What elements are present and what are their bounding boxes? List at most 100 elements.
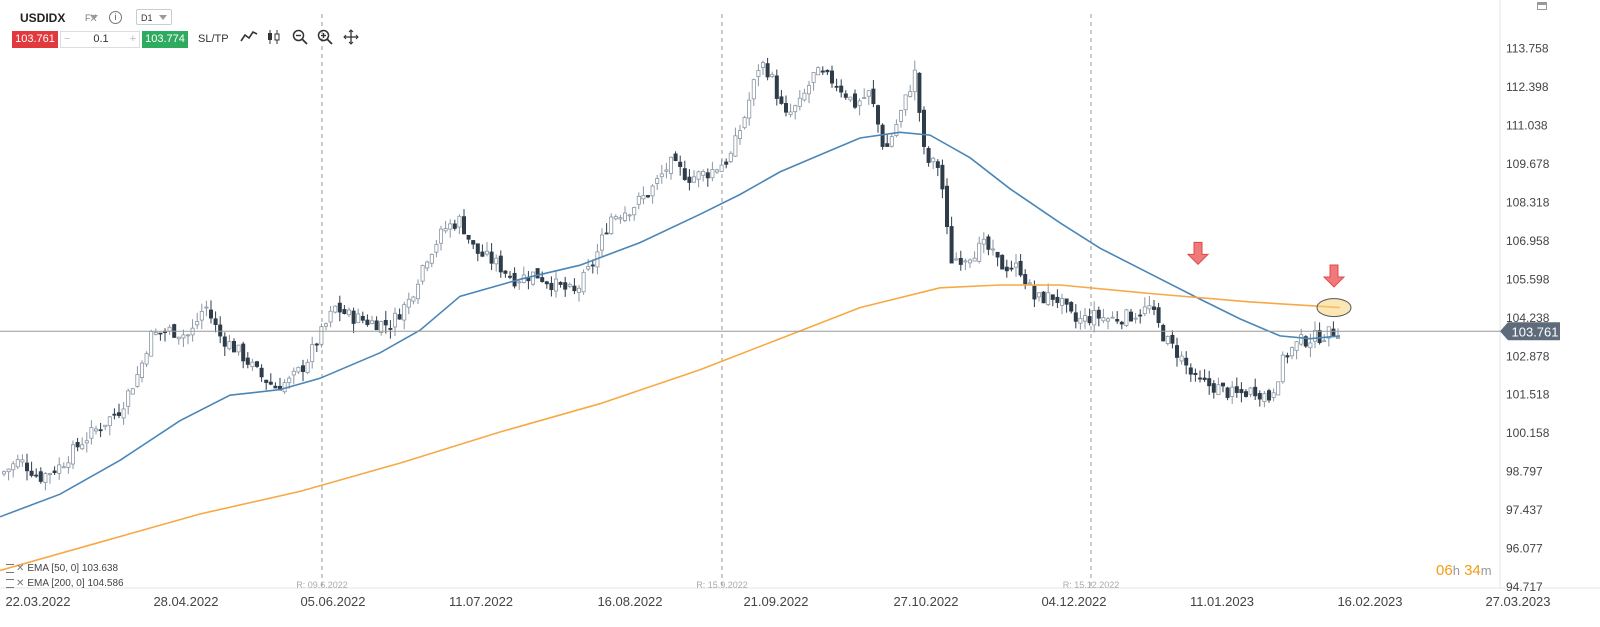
indicator-settings-icon[interactable] [6,563,14,573]
candle-body [218,324,223,337]
candle-body [517,281,522,284]
candle-body [1078,317,1083,324]
candle-body [254,361,259,367]
candle-body [6,468,11,473]
session-label: R: 09.6.2022 [296,580,348,590]
x-tick-label: 22.03.2022 [5,594,70,609]
candle-body [802,92,807,101]
candle-body [1165,336,1170,344]
candle-body [57,464,62,474]
candle-body [176,336,181,340]
candle-body [126,390,131,407]
candle-body [1294,341,1299,351]
candle-body [300,365,305,372]
candle-body [940,164,945,190]
candle-body [1073,312,1078,322]
candle-chart-icon[interactable] [266,29,284,48]
candle-body [43,473,48,484]
candle-body [1115,319,1120,322]
candle-body [213,318,218,325]
candle-body [1290,347,1295,357]
candle-body [853,93,858,108]
candle-body [834,85,839,88]
quantity-stepper[interactable]: 0.1 − + [60,31,140,48]
buy-button[interactable]: 103.774 [142,31,188,48]
candle-body [1303,336,1308,347]
minus-button[interactable]: − [64,33,71,45]
candle-body [922,109,927,147]
candle-body [678,161,683,167]
move-icon[interactable] [343,29,359,48]
symbol-label[interactable]: USDIDX [20,11,66,25]
candle-body [466,234,471,240]
timeframe-dropdown-icon[interactable] [159,15,167,20]
candle-body [452,223,457,229]
candle-body [673,153,678,162]
y-tick-label: 97.437 [1506,503,1543,517]
candle-body [862,97,867,99]
candle-body [66,462,71,468]
indicator-close-icon[interactable]: ✕ [16,563,25,574]
candle-body [784,103,789,113]
chart-grid [0,0,1600,589]
candle-body [489,251,494,264]
candle-body [627,214,632,217]
candle-body [264,379,269,383]
info-icon[interactable]: i [109,11,122,24]
zoom-out-icon[interactable] [292,29,308,48]
y-tick-label: 100.158 [1506,426,1550,440]
candle-body [75,441,80,448]
candle-body [84,440,89,444]
sltp-button[interactable]: SL/TP [198,33,229,45]
candle-body [80,444,85,450]
indicator-ema200[interactable]: ✕ EMA [200, 0] 104.586 [6,578,124,589]
y-tick-label: 101.518 [1506,388,1550,402]
candle-body [526,277,531,282]
candle-body [807,85,812,95]
candle-body [705,172,710,179]
candle-body [438,228,443,244]
line-chart-icon[interactable] [240,29,258,46]
candle-body [669,156,674,174]
sell-button[interactable]: 103.761 [12,31,58,48]
candle-body [885,143,890,147]
candle-body [747,99,752,119]
candle-body [250,361,255,368]
candle-body [1276,381,1281,396]
price-badge-label: 103.761 [1512,324,1559,339]
candle-body [894,124,899,136]
plus-button[interactable]: + [129,33,136,45]
candle-body [199,311,204,321]
quantity-value[interactable]: 0.1 [93,33,109,45]
candle-body [696,171,701,180]
candle-body [1060,298,1065,306]
candle-body [549,282,554,290]
candle-body [167,326,172,332]
candle-body [738,130,743,139]
candle-body [268,381,273,385]
candle-body [1152,306,1157,310]
candle-body [1271,392,1276,398]
candle-body [282,382,287,393]
symbol-dropdown-icon[interactable] [90,15,98,20]
candle-body [480,251,485,257]
candle-timer: 06h 34m [1436,562,1492,579]
candle-body [945,185,950,227]
candle-body [310,344,315,362]
candle-body [328,310,333,323]
indicator-close-icon[interactable]: ✕ [16,578,25,589]
candle-body [1221,382,1226,387]
candles [2,57,1341,491]
candle-body [655,178,660,184]
indicator-settings-icon[interactable] [6,578,14,588]
y-tick-label: 98.797 [1506,465,1543,479]
candle-body [751,79,756,100]
candle-body [742,117,747,129]
maximize-icon[interactable] [1537,2,1547,10]
candle-body [158,332,163,335]
zoom-in-icon[interactable] [317,29,333,48]
candle-body [1184,357,1189,366]
indicator-ema50[interactable]: ✕ EMA [50, 0] 103.638 [6,563,118,574]
timeframe-select[interactable]: D1 [136,9,172,25]
